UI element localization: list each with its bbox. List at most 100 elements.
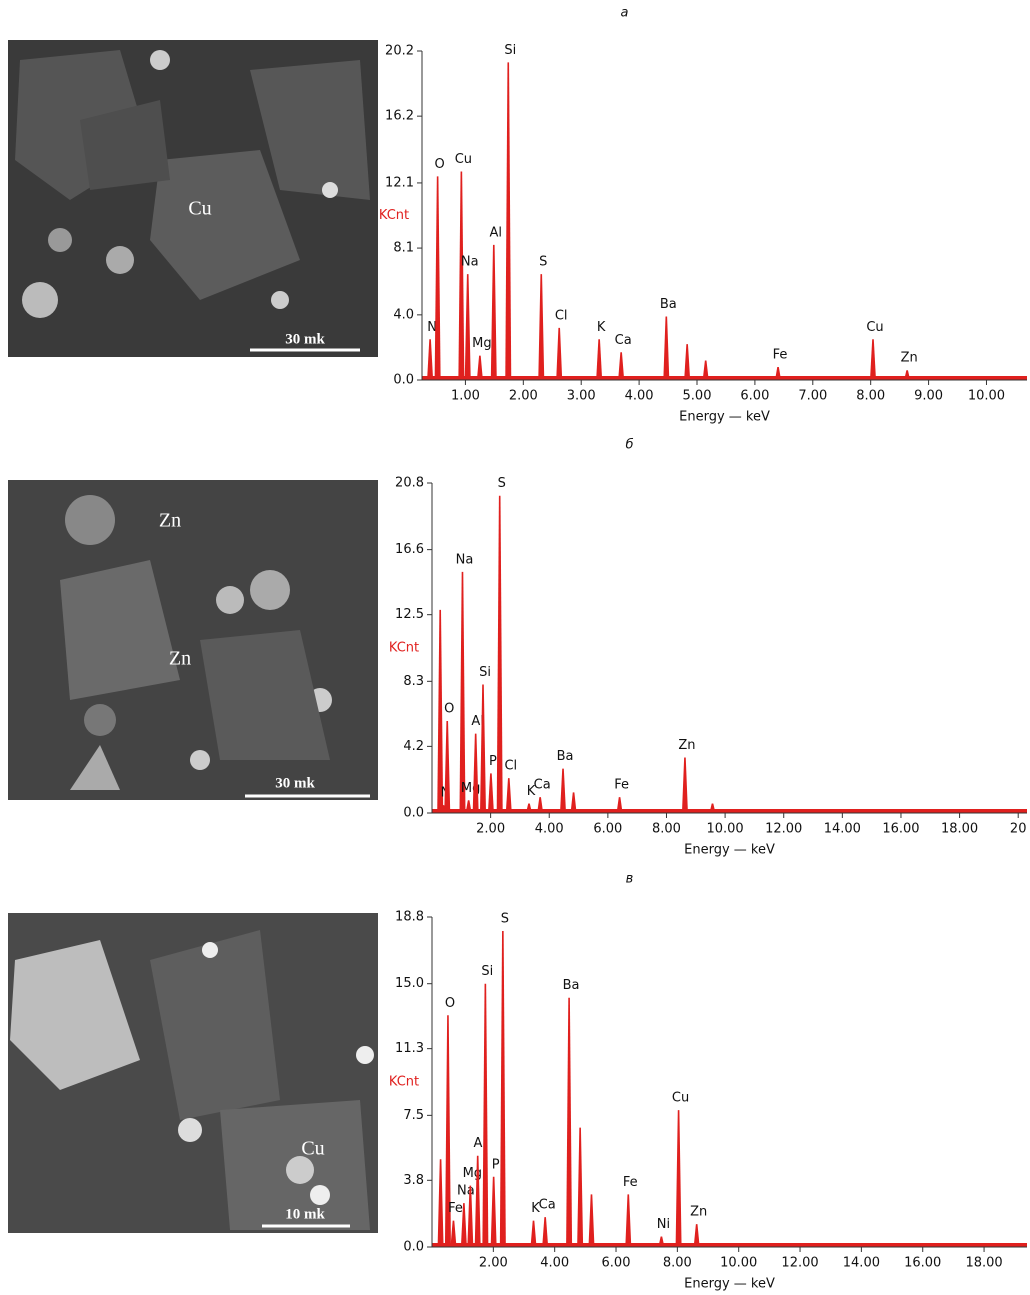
x-tick-label: 1.00	[451, 389, 480, 404]
y-tick-label: 11.3	[395, 1041, 424, 1056]
peak-label: K	[531, 1201, 540, 1216]
sem-image: Cu 30 mk	[8, 40, 378, 357]
peak-label: Cu	[455, 152, 472, 167]
image-label: Cu	[188, 198, 211, 220]
peak	[560, 768, 567, 813]
image-label: Cu	[301, 1138, 324, 1160]
peak	[570, 792, 577, 813]
peak	[577, 1127, 584, 1247]
x-tick-label: 10.00	[720, 1256, 757, 1271]
peak	[476, 355, 483, 380]
y-tick-label: 4.0	[393, 307, 414, 322]
peak	[505, 778, 512, 813]
x-tick-label: 6.00	[593, 822, 622, 837]
peak	[588, 1194, 595, 1247]
x-tick-label: 18.00	[941, 822, 978, 837]
peak	[658, 1236, 665, 1247]
peak	[490, 244, 497, 380]
peak-label: Zn	[678, 738, 695, 753]
peak	[480, 684, 486, 813]
peak-label: Al	[471, 714, 484, 729]
y-tick-label: 18.8	[395, 910, 424, 925]
x-tick-label: 2.00	[509, 389, 538, 404]
x-tick-label: 8.00	[856, 389, 885, 404]
y-tick-label: 0.0	[393, 373, 414, 388]
peak	[693, 1224, 700, 1247]
peak	[496, 495, 503, 813]
peak	[490, 1176, 497, 1247]
y-axis-label: KCnt	[379, 208, 409, 223]
x-tick-label: 14.00	[824, 822, 861, 837]
peak-label: Ni	[657, 1217, 670, 1232]
peak-label: Mg	[472, 336, 491, 351]
scale-label: 10 mk	[285, 1206, 325, 1222]
peak-label: K	[597, 320, 606, 335]
y-tick-label: 8.3	[403, 674, 424, 689]
x-tick-label: 20	[1010, 822, 1027, 837]
sem-image: Cu 10 mk	[8, 913, 378, 1233]
peak-label: S	[539, 255, 547, 270]
peak-label: O	[444, 701, 454, 716]
baseline-noise	[432, 1243, 1027, 1247]
sem-image: Zn Zn 30 mk	[8, 480, 378, 800]
peak-label: Fe	[448, 1201, 463, 1216]
peak	[467, 1185, 474, 1247]
peak	[625, 1194, 632, 1247]
peak-label: Cl	[555, 308, 568, 323]
peak	[663, 316, 670, 380]
image-label: Zn	[159, 510, 181, 532]
peak	[499, 931, 506, 1247]
peak-label: P	[492, 1157, 500, 1172]
peak-label: Zn	[690, 1205, 707, 1220]
peak	[870, 339, 876, 380]
x-tick-label: 7.00	[798, 389, 827, 404]
peak	[460, 1203, 467, 1247]
peak	[526, 803, 533, 813]
peak	[505, 62, 512, 380]
peak-label: Ba	[557, 749, 574, 764]
peak-label: S	[501, 912, 509, 927]
peak-label: S	[498, 476, 506, 491]
peak	[702, 360, 709, 380]
peak	[775, 366, 782, 380]
scale-label: 30 mk	[275, 775, 315, 791]
y-tick-label: 0.0	[403, 1240, 424, 1255]
peak-label: Al	[490, 225, 503, 240]
peak	[596, 339, 603, 380]
peak-label: Si	[504, 43, 516, 58]
peak-label: P	[489, 754, 497, 769]
y-tick-label: 0.0	[403, 806, 424, 821]
x-tick-label: 8.00	[663, 1256, 692, 1271]
y-tick-label: 12.5	[395, 607, 424, 622]
peak	[904, 370, 911, 380]
x-tick-label: 2.00	[479, 1256, 508, 1271]
peak	[530, 1220, 537, 1247]
peak	[474, 1155, 481, 1247]
x-axis-label: Energy — keV	[679, 410, 770, 425]
x-tick-label: 18.00	[965, 1256, 1002, 1271]
x-tick-label: 8.00	[652, 822, 681, 837]
peak	[472, 733, 479, 813]
peak-label: Si	[479, 665, 491, 680]
x-tick-label: 10.00	[706, 822, 743, 837]
chart-title: б	[625, 438, 633, 453]
peak-label: Na	[461, 255, 479, 270]
chart-title: а	[621, 6, 629, 21]
x-tick-label: 16.00	[882, 822, 919, 837]
y-tick-label: 12.1	[385, 175, 414, 190]
peak	[542, 1217, 549, 1247]
peak	[450, 1220, 457, 1247]
x-tick-label: 2.00	[476, 822, 505, 837]
x-tick-label: 12.00	[781, 1256, 818, 1271]
peak	[464, 274, 471, 380]
x-tick-label: 16.00	[904, 1256, 941, 1271]
peak-label: Ca	[534, 778, 551, 793]
peak-label: Cu	[866, 320, 883, 335]
peak-label: Ba	[563, 978, 580, 993]
peak-label: Si	[481, 964, 493, 979]
x-axis-label: Energy — keV	[684, 843, 775, 858]
peak	[537, 797, 544, 813]
y-tick-label: 16.2	[385, 109, 414, 124]
peak-label: Fe	[773, 347, 788, 362]
peak	[434, 176, 441, 380]
